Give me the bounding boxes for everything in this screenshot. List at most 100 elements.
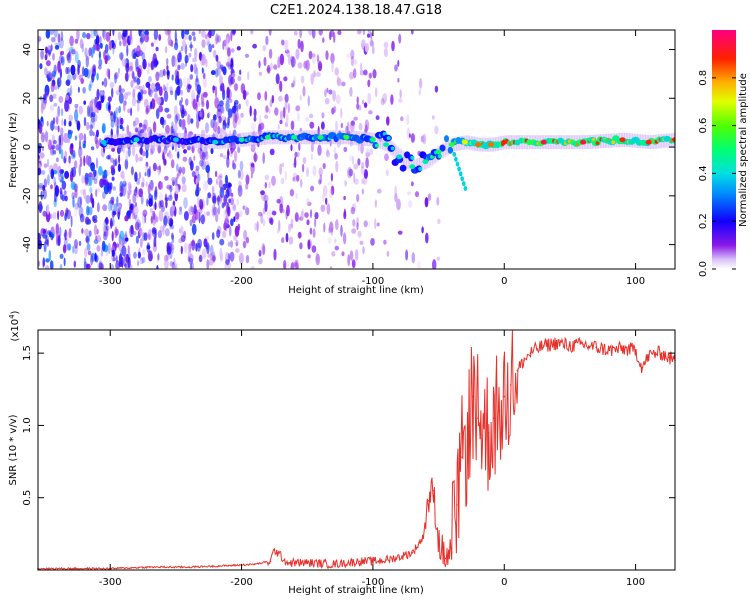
snr-point [456, 504, 458, 506]
speckle-mark [169, 224, 175, 230]
ridge-halo [408, 156, 413, 171]
speckle-mark [269, 217, 274, 226]
speckle-mark [96, 72, 99, 81]
speckle-mark [70, 143, 74, 149]
speckle-mark [137, 92, 142, 101]
speckle-mark [229, 240, 234, 248]
speckle-mark [137, 126, 142, 137]
speckle-mark [96, 245, 101, 252]
speckle-mark [77, 196, 82, 208]
speckle-mark [236, 102, 239, 113]
speckle-mark [242, 240, 247, 249]
speckle-mark [269, 208, 272, 219]
speckle-mark [337, 75, 340, 85]
ridge-point [409, 164, 416, 170]
speckle-mark [225, 61, 231, 67]
speckle-mark [93, 105, 97, 115]
speckle-mark [119, 124, 123, 130]
speckle-mark [57, 234, 61, 247]
snr-point [654, 352, 657, 354]
speckle-mark [308, 50, 313, 60]
speckle-mark [174, 30, 177, 42]
speckle-mark [350, 49, 355, 60]
speckle-mark [133, 76, 139, 83]
speckle-mark [111, 210, 115, 218]
speckle-mark [252, 43, 257, 49]
speckle-mark [138, 171, 141, 180]
speckle-mark [169, 191, 172, 200]
speckle-mark [54, 190, 57, 203]
speckle-mark [150, 179, 154, 192]
speckle-mark [230, 48, 235, 53]
speckle-mark [372, 69, 377, 79]
speckle-mark [225, 215, 229, 227]
speckle-mark [334, 67, 339, 76]
speckle-mark [140, 129, 144, 134]
speckle-mark [38, 167, 42, 176]
x-tick-label: 100 [626, 577, 645, 588]
speckle-mark [312, 165, 317, 176]
speckle-mark [79, 213, 85, 223]
speckle-mark [290, 120, 295, 131]
speckle-mark [260, 213, 264, 224]
speckle-mark [66, 67, 70, 74]
snr-point [621, 348, 624, 350]
speckle-mark [90, 162, 95, 172]
speckle-mark [64, 170, 70, 179]
speckle-mark [90, 164, 95, 173]
chart-title: C2E1.2024.138.18.47.G18 [270, 3, 442, 18]
ridge-mark [386, 136, 391, 141]
speckle-mark [67, 159, 72, 169]
speckle-mark [189, 160, 194, 171]
speckle-mark [147, 66, 150, 75]
speckle-mark [83, 100, 86, 105]
speckle-mark [205, 164, 210, 174]
speckle-mark [178, 166, 183, 174]
speckle-mark [211, 44, 215, 49]
speckle-mark [105, 225, 110, 231]
speckle-mark [207, 177, 213, 185]
ridge-point [212, 139, 219, 145]
speckle-mark [237, 185, 243, 197]
speckle-mark [216, 60, 222, 70]
speckle-mark [250, 162, 255, 174]
speckle-mark [308, 113, 314, 119]
speckle-mark [211, 232, 215, 241]
ridge-point [291, 134, 298, 140]
ridge-mark [455, 161, 460, 167]
speckle-mark [333, 147, 337, 155]
speckle-mark [367, 30, 372, 33]
speckle-mark [129, 30, 132, 41]
speckle-mark [120, 52, 123, 62]
speckle-mark [317, 61, 323, 72]
speckle-mark [47, 49, 52, 55]
speckle-mark [60, 56, 65, 66]
snr-point [332, 563, 335, 565]
speckle-mark [219, 104, 224, 114]
x-tick-label: -100 [362, 577, 385, 588]
speckle-mark [318, 179, 322, 185]
speckle-mark [166, 82, 169, 94]
ridge-point [422, 159, 429, 165]
speckle-mark [159, 69, 164, 78]
snr-y-unit-close: ) [10, 310, 21, 314]
speckle-mark [328, 89, 333, 95]
speckle-mark [216, 35, 221, 43]
speckle-mark [299, 95, 302, 101]
speckle-mark [51, 144, 56, 150]
speckle-mark [233, 102, 237, 109]
speckle-mark [166, 57, 169, 66]
speckle-mark [54, 126, 59, 130]
speckle-mark [172, 200, 176, 207]
speckle-mark [237, 223, 241, 231]
speckle-mark [108, 199, 114, 204]
speckle-mark [284, 170, 287, 181]
speckle-mark [268, 48, 273, 59]
speckle-mark [90, 146, 95, 151]
speckle-mark [235, 211, 240, 220]
speckle-mark [96, 107, 99, 114]
snr-point [227, 564, 230, 567]
speckle-mark [76, 120, 81, 131]
speckle-mark [38, 122, 43, 135]
speckle-mark [234, 248, 240, 253]
